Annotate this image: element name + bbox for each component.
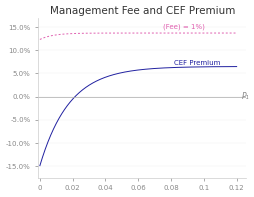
- Text: P₁: P₁: [241, 92, 248, 101]
- Title: Management Fee and CEF Premium: Management Fee and CEF Premium: [49, 6, 234, 16]
- Text: CEF Premium: CEF Premium: [173, 60, 220, 66]
- Text: (Fee) = 1%): (Fee) = 1%): [163, 24, 204, 30]
